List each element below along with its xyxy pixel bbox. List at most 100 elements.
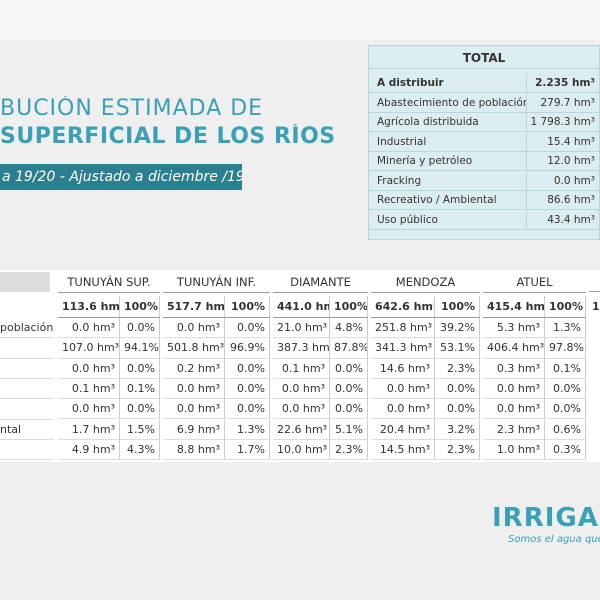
value-cell: 0.0% xyxy=(435,378,480,400)
value-cell: 107.0 hm³ xyxy=(58,338,120,359)
total-cell: 642.6 hm³ xyxy=(371,296,435,318)
total-label: Industrial xyxy=(369,132,527,152)
table: TUNUYÁN SUP. 113.6 hm³ 0.0 hm³ 107.0 hm³ 0.0… xyxy=(0,270,600,462)
river-header: MENDOZA xyxy=(371,272,480,293)
total-value: 15.4 hm³ xyxy=(527,133,599,152)
total-label: Recreativo / Ambiental xyxy=(369,191,527,210)
value-cell: 94.1% xyxy=(120,338,160,359)
total-cell: 100% xyxy=(225,296,270,318)
value-cell: 0.0 hm³ xyxy=(483,378,545,400)
total-value: 43.4 hm³ xyxy=(527,211,599,230)
value-cell: 14.6 hm³ xyxy=(371,358,435,379)
value-cell: 4.9 hm³ xyxy=(58,439,120,461)
value-cell: 0.0 hm³ xyxy=(58,358,120,379)
value-cell: 0.0% xyxy=(120,318,160,339)
corner-cell xyxy=(0,272,50,292)
total-cell: 100% xyxy=(545,296,586,318)
value-cell: 6.9 hm³ xyxy=(163,419,225,440)
value-cell: 0.0% xyxy=(225,318,270,339)
value-cell: 0.3 hm³ xyxy=(483,358,545,379)
total-value: 1 798.3 hm³ xyxy=(527,113,599,132)
total-cell: 113.6 hm³ xyxy=(58,296,120,318)
value-cell: 8.8 hm³ xyxy=(163,439,225,461)
subtitle: a 19/20 - Ajustado a diciembre /19 xyxy=(0,164,242,190)
value-cell: 4.8% xyxy=(330,318,368,339)
value-cell: 0.1 hm³ xyxy=(273,358,330,379)
value-cell: 1.7 hm³ xyxy=(58,419,120,440)
row-label: ntal xyxy=(0,422,22,436)
title-line: SUPERFICIAL DE LOS RÍOS xyxy=(0,124,336,149)
total-cell: 100% xyxy=(330,296,368,318)
value-cell: 2.3% xyxy=(435,439,480,461)
value-cell: 251.8 hm³ xyxy=(371,318,435,339)
value-cell: 87.8% xyxy=(330,338,368,359)
value-cell: 0.0 hm³ xyxy=(58,399,120,420)
row-rule xyxy=(0,398,54,400)
value-cell: 1.3% xyxy=(545,318,586,339)
logo-tagline: Somos el agua que p xyxy=(508,534,600,545)
value-cell: 0.0% xyxy=(545,378,586,400)
total-value: 12.0 hm³ xyxy=(527,152,599,171)
river-header: DIAMANTE xyxy=(273,272,368,293)
value-cell: 341.3 hm³ xyxy=(371,338,435,359)
value-cell: 0.0 hm³ xyxy=(371,399,435,420)
value-cell: 0.0% xyxy=(330,399,368,420)
value-cell: 2.3% xyxy=(435,358,480,379)
value-cell: 2.3 hm³ xyxy=(483,419,545,440)
value-cell: 1.0 hm³ xyxy=(483,439,545,461)
total-label: Abastecimiento de población xyxy=(369,93,527,113)
total-cell: 441.0 hm³ xyxy=(273,296,330,318)
value-cell: 1.7% xyxy=(225,439,270,461)
value-cell: 0.0 hm³ xyxy=(163,399,225,420)
value-cell: 0.1% xyxy=(120,378,160,400)
value-cell: 4.3% xyxy=(120,439,160,461)
value-cell: 0.1% xyxy=(545,358,586,379)
value-cell: 406.4 hm³ xyxy=(483,338,545,359)
river-header: ATUEL xyxy=(483,272,586,293)
value-cell: 0.0% xyxy=(330,358,368,379)
value-cell: 5.3 hm³ xyxy=(483,318,545,339)
row-rule xyxy=(0,418,54,420)
value-cell: 0.0 hm³ xyxy=(58,318,120,339)
total-label: A distribuir xyxy=(369,74,527,93)
value-cell: 3.2% xyxy=(435,419,480,440)
value-cell: 0.0 hm³ xyxy=(483,399,545,420)
value-cell: 2.3% xyxy=(330,439,368,461)
value-cell: 97.8% xyxy=(545,338,586,359)
value-cell: 0.0 hm³ xyxy=(163,378,225,400)
value-cell: 0.0% xyxy=(120,358,160,379)
value-cell: 0.0 hm³ xyxy=(371,378,435,400)
value-cell: 0.6% xyxy=(545,419,586,440)
value-cell: 387.3 hm³ xyxy=(273,338,330,359)
total-label: Minería y petróleo xyxy=(369,152,527,171)
total-cell: 415.4 hm³ xyxy=(483,296,545,318)
total-value: 279.7 hm³ xyxy=(527,94,599,113)
title-line: BUCIÓN ESTIMADA DE xyxy=(0,96,264,121)
value-cell: 0.0% xyxy=(225,399,270,420)
total-value: 0.0 hm³ xyxy=(527,172,599,191)
value-cell: 0.0% xyxy=(330,378,368,400)
row-rule xyxy=(0,377,54,379)
value-cell: 53.1% xyxy=(435,338,480,359)
row-rule xyxy=(0,337,54,339)
total-label: Uso público xyxy=(369,210,527,230)
value-cell: 10.0 hm³ xyxy=(273,439,330,461)
total-value: 2.235 hm³ xyxy=(527,74,599,93)
value-cell: 0.3% xyxy=(545,439,586,461)
value-cell: 39.2% xyxy=(435,318,480,339)
value-cell: 22.6 hm³ xyxy=(273,419,330,440)
total-cell: 100% xyxy=(435,296,480,318)
value-cell: 96.9% xyxy=(225,338,270,359)
value-cell: 0.0% xyxy=(435,399,480,420)
total-value: 86.6 hm³ xyxy=(527,191,599,210)
river-header: TUNUYÁN SUP. xyxy=(58,272,160,293)
cropped-header xyxy=(589,272,600,292)
value-cell: 0.2 hm³ xyxy=(163,358,225,379)
value-cell: 0.0 hm³ xyxy=(163,318,225,339)
river-header: TUNUYÁN INF. xyxy=(163,272,270,293)
row-rule xyxy=(0,357,54,359)
value-cell: 0.1 hm³ xyxy=(58,378,120,400)
value-cell: 20.4 hm³ xyxy=(371,419,435,440)
value-cell: 0.0% xyxy=(225,358,270,379)
